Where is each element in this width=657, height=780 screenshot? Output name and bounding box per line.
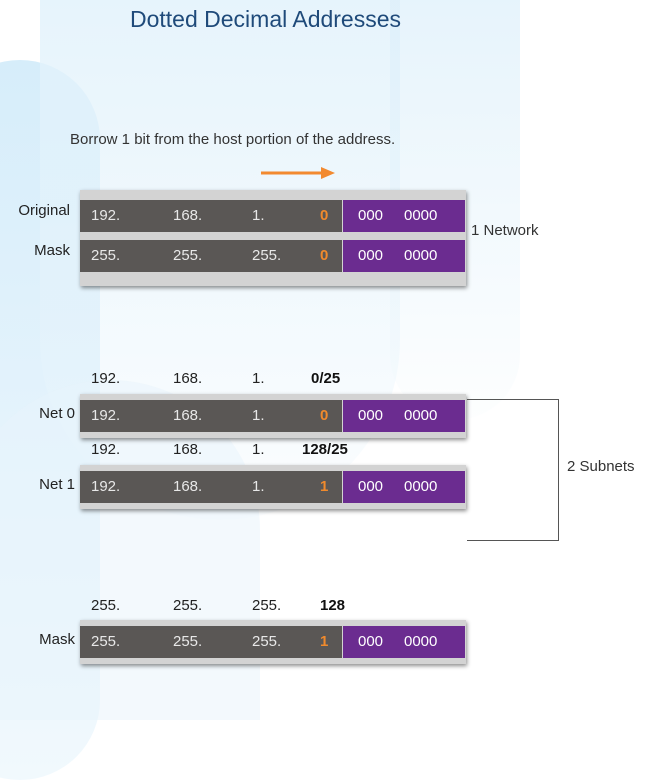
mask-octet-1: 255. bbox=[91, 597, 121, 614]
host-bits-group-1: 000 bbox=[358, 478, 384, 495]
mask-last-octet: 128 bbox=[320, 597, 346, 614]
octet-2: 168. bbox=[173, 478, 203, 495]
octet-2: 168. bbox=[173, 207, 203, 224]
net1-octet-2: 168. bbox=[173, 441, 203, 458]
host-bits: 000 0000 bbox=[343, 240, 465, 272]
mask-octet-2: 255. bbox=[173, 597, 203, 614]
host-bits: 000 0000 bbox=[343, 400, 465, 432]
host-bits-group-2: 0000 bbox=[404, 247, 438, 264]
mask-octet-3: 255. bbox=[252, 597, 282, 614]
host-bits-group-2: 0000 bbox=[404, 633, 438, 650]
host-bits: 000 0000 bbox=[343, 471, 465, 503]
network-octets bbox=[80, 200, 342, 232]
octet-1: 255. bbox=[91, 247, 121, 264]
borrowed-bit: 0 bbox=[320, 207, 329, 224]
host-bits-group-2: 0000 bbox=[404, 407, 438, 424]
octet-3: 1. bbox=[252, 407, 265, 424]
borrowed-bit: 0 bbox=[320, 247, 329, 264]
host-bits-group-1: 000 bbox=[358, 247, 384, 264]
net1-label: Net 1 bbox=[39, 476, 75, 493]
octet-1: 192. bbox=[91, 407, 121, 424]
subnet-mask-label: Mask bbox=[39, 631, 75, 648]
net0-octet-1: 192. bbox=[91, 370, 121, 387]
net1-octet-3: 1. bbox=[252, 441, 265, 458]
octet-2: 255. bbox=[173, 633, 203, 650]
borrow-arrow-icon bbox=[261, 167, 335, 179]
network-octets bbox=[80, 471, 342, 503]
network-octets bbox=[80, 400, 342, 432]
host-bits-group-1: 000 bbox=[358, 633, 384, 650]
net0-octet-3: 1. bbox=[252, 370, 265, 387]
borrowed-bit: 1 bbox=[320, 478, 329, 495]
network-octets bbox=[80, 240, 342, 272]
host-bits-group-1: 000 bbox=[358, 207, 384, 224]
octet-3: 1. bbox=[252, 478, 265, 495]
host-bits: 000 0000 bbox=[343, 626, 465, 658]
octet-3: 255. bbox=[252, 633, 282, 650]
original-label: Original bbox=[18, 202, 70, 219]
octet-1: 192. bbox=[91, 478, 121, 495]
instruction-caption: Borrow 1 bit from the host portion of th… bbox=[70, 131, 396, 148]
network-octets bbox=[80, 626, 342, 658]
octet-1: 255. bbox=[91, 633, 121, 650]
octet-3: 255. bbox=[252, 247, 282, 264]
network-count-label: 1 Network bbox=[471, 222, 539, 239]
net1-prefix: 128/25 bbox=[302, 441, 348, 458]
net0-prefix: 0/25 bbox=[311, 370, 341, 387]
subnet-count-label: 2 Subnets bbox=[567, 458, 635, 475]
net0-label: Net 0 bbox=[39, 405, 75, 422]
page-title: Dotted Decimal Addresses bbox=[130, 6, 402, 32]
host-bits-group-2: 0000 bbox=[404, 478, 438, 495]
octet-1: 192. bbox=[91, 207, 121, 224]
net0-octet-2: 168. bbox=[173, 370, 203, 387]
octet-3: 1. bbox=[252, 207, 265, 224]
borrowed-bit: 0 bbox=[320, 407, 329, 424]
host-bits: 000 0000 bbox=[343, 200, 465, 232]
octet-2: 168. bbox=[173, 407, 203, 424]
subnets-bracket bbox=[467, 399, 559, 541]
host-bits-group-2: 0000 bbox=[404, 207, 438, 224]
borrowed-bit: 1 bbox=[320, 633, 329, 650]
host-bits-group-1: 000 bbox=[358, 407, 384, 424]
net1-octet-1: 192. bbox=[91, 441, 121, 458]
octet-2: 255. bbox=[173, 247, 203, 264]
mask-label: Mask bbox=[34, 242, 70, 259]
